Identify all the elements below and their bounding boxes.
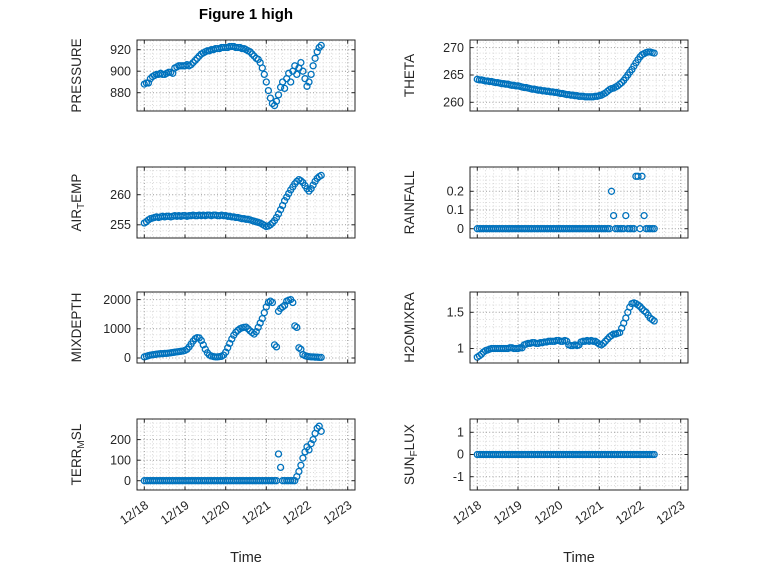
y-tick-label: 0.2 [447, 185, 464, 199]
y-tick-label: 1.5 [447, 306, 464, 320]
y-axis-label-air-temp: AIRTEMP [69, 174, 87, 232]
y-tick-label: 255 [110, 218, 131, 232]
subplot-air-temp: 255 260 AIRTEMP [69, 166, 356, 239]
x-tick-label: 12/19 [158, 498, 192, 527]
subplot-terr-msl: 0 100 200 12/18 12/19 12/20 12/21 12/22 12/23 TER… [69, 418, 356, 527]
series-rainfall [473, 172, 658, 233]
y-axis-label-mixdepth: MIXDEPTH [69, 293, 84, 363]
axes-box [136, 166, 356, 239]
y-tick-label: 2000 [103, 293, 131, 307]
y-tick-label: 0.1 [447, 203, 464, 217]
tick-marks [137, 419, 355, 490]
series-mixdepth [140, 295, 325, 362]
y-tick-label: 920 [110, 43, 131, 57]
y-tick-label: 0 [124, 474, 131, 488]
series-sun-flux [473, 450, 658, 459]
y-tick-label: 265 [443, 68, 464, 82]
plot-background [137, 167, 355, 238]
y-axis-label-theta: THETA [402, 54, 417, 97]
y-tick-label: 100 [110, 453, 131, 467]
x-tick-label: 12/22 [280, 498, 314, 527]
y-tick-label: 1000 [103, 322, 131, 336]
y-axis-label-sun-flux: SUNFLUX [402, 424, 420, 485]
x-tick-label: 12/21 [239, 498, 273, 527]
x-tick-label: 12/18 [117, 498, 151, 527]
y-tick-label: 200 [110, 433, 131, 447]
series-pressure [140, 41, 325, 110]
tick-marks [137, 167, 355, 238]
series-terr-msl [140, 422, 325, 485]
figure-title: Figure 1 high [198, 6, 294, 23]
y-tick-label: 900 [110, 64, 131, 78]
y-tick-label: 1 [457, 426, 464, 440]
x-tick-label: 12/20 [199, 498, 233, 527]
x-axis-label-right: Time [563, 550, 595, 566]
minor-grid [137, 292, 355, 363]
tick-marks [470, 40, 688, 111]
subplot-sun-flux: -1 0 1 12/18 12/19 12/20 12/21 12/22 12/23 SUNFLU… [402, 418, 689, 527]
major-grid [137, 292, 355, 363]
y-tick-label: 0 [457, 448, 464, 462]
subplot-theta: 260 265 270 THETA [402, 39, 689, 112]
y-axis-label-h2omixra: H2OMIXRA [402, 292, 417, 363]
y-axis-label-pressure: PRESSURE [69, 38, 84, 112]
y-tick-label: 880 [110, 86, 131, 100]
tick-marks [470, 419, 688, 490]
x-tick-label: 12/23 [654, 498, 688, 527]
subplot-rainfall: 0 0.1 0.2 RAINFALL [402, 166, 689, 239]
series-theta [473, 48, 658, 101]
x-axis-label-left: Time [230, 550, 262, 566]
minor-grid [137, 419, 355, 490]
x-tick-label: 12/19 [491, 498, 525, 527]
major-grid [137, 40, 355, 111]
series-air-temp [140, 171, 325, 231]
major-grid [470, 167, 688, 238]
x-tick-label: 12/20 [532, 498, 566, 527]
y-tick-label: 1 [457, 342, 464, 356]
series-h2omixra [473, 299, 658, 361]
axes-box [136, 39, 356, 112]
y-tick-label: 260 [443, 96, 464, 110]
plot-background [470, 292, 688, 363]
axes-box [136, 418, 356, 491]
major-grid [137, 167, 355, 238]
axes-box [469, 166, 689, 239]
minor-grid [470, 40, 688, 111]
subplot-mixdepth: 0 1000 2000 MIXDEPTH [69, 291, 356, 365]
x-tick-label: 12/21 [572, 498, 606, 527]
y-tick-label: 0 [124, 351, 131, 365]
major-grid [470, 40, 688, 111]
y-tick-label: 0 [457, 222, 464, 236]
x-tick-label: 12/23 [321, 498, 355, 527]
y-axis-label-rainfall: RAINFALL [402, 170, 417, 234]
tick-marks [137, 292, 355, 363]
minor-grid [137, 167, 355, 238]
minor-grid [137, 40, 355, 111]
y-axis-label-terr-msl: TERRMSL [69, 423, 87, 485]
y-tick-label: 270 [443, 41, 464, 55]
subplot-pressure: 880 900 920 PRESSURE [69, 38, 356, 113]
subplot-h2omixra: 1 1.5 H2OMIXRA [402, 291, 689, 364]
tick-marks [137, 40, 355, 111]
y-tick-label: -1 [453, 470, 464, 484]
x-tick-label: 12/22 [613, 498, 647, 527]
tick-marks [470, 292, 688, 363]
y-tick-label: 260 [110, 188, 131, 202]
major-grid [470, 419, 688, 490]
tick-marks [470, 167, 688, 238]
axes-box [136, 291, 356, 364]
minor-grid [470, 167, 688, 238]
x-tick-label: 12/18 [450, 498, 484, 527]
axes-box [469, 291, 689, 364]
